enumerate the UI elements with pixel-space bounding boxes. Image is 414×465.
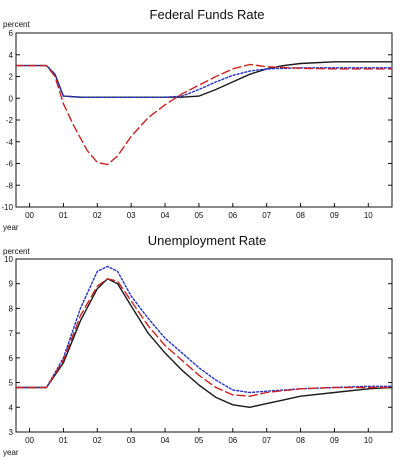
- series-line-dashed: [15, 63, 393, 166]
- y-tick-label: 0: [9, 94, 14, 103]
- x-tick-label: 10: [364, 436, 373, 445]
- x-tick-label: 04: [161, 436, 170, 445]
- y-axis-unit-label: percent: [3, 247, 30, 256]
- x-tick-label: 01: [59, 436, 68, 445]
- x-tick-label: 00: [25, 436, 34, 445]
- y-tick-label: 8: [9, 304, 14, 313]
- plot-frame: [15, 258, 393, 433]
- series-line-solid: [15, 61, 393, 98]
- x-tick-label: 06: [228, 436, 237, 445]
- chart-title: Unemployment Rate: [148, 233, 267, 248]
- y-tick-label: 4: [9, 51, 14, 60]
- y-tick-label: 6: [9, 354, 14, 363]
- plot-frame: [15, 32, 393, 208]
- x-tick-label: 03: [127, 211, 136, 220]
- y-tick-label: 9: [9, 280, 14, 289]
- x-tick-label: 02: [93, 436, 102, 445]
- y-tick-label: 4: [9, 403, 14, 412]
- y-tick-label: 2: [9, 73, 14, 82]
- series-line-dotted: [15, 64, 393, 98]
- x-tick-label: 00: [25, 211, 34, 220]
- series-line-dashed: [15, 278, 393, 397]
- chart-title: Federal Funds Rate: [150, 7, 265, 22]
- x-tick-label: 01: [59, 211, 68, 220]
- y-tick-label: 10: [4, 255, 13, 264]
- x-tick-label: 06: [228, 211, 237, 220]
- x-tick-label: 02: [93, 211, 102, 220]
- x-tick-label: 03: [127, 436, 136, 445]
- y-tick-label: 5: [9, 379, 14, 388]
- x-axis-unit-label: year: [3, 448, 19, 457]
- series-line-dotted: [15, 265, 393, 394]
- y-tick-label: -2: [6, 116, 14, 125]
- x-axis-unit-label: year: [3, 223, 19, 232]
- x-tick-label: 08: [296, 211, 305, 220]
- x-tick-label: 08: [296, 436, 305, 445]
- x-tick-label: 09: [330, 436, 339, 445]
- y-tick-label: -8: [6, 181, 14, 190]
- y-tick-label: 7: [9, 329, 14, 338]
- x-tick-label: 04: [161, 211, 170, 220]
- y-tick-label: 3: [9, 428, 14, 437]
- x-tick-label: 07: [262, 436, 271, 445]
- y-tick-label: -6: [6, 160, 14, 169]
- y-tick-label: 6: [9, 29, 14, 38]
- y-tick-label: -4: [6, 138, 14, 147]
- chart-unemployment-rate: Unemployment Rate percent year 3 4 5 6 7 8 9 10…: [3, 233, 393, 457]
- y-tick-label: -10: [1, 203, 13, 212]
- x-tick-label: 05: [194, 211, 203, 220]
- x-tick-label: 07: [262, 211, 271, 220]
- x-tick-label: 05: [194, 436, 203, 445]
- y-axis-unit-label: percent: [3, 20, 30, 29]
- x-tick-label: 09: [330, 211, 339, 220]
- series-line-solid: [15, 278, 393, 408]
- chart-federal-funds-rate: Federal Funds Rate percent year -10 -8 -6 -…: [1, 7, 393, 232]
- x-tick-label: 10: [364, 211, 373, 220]
